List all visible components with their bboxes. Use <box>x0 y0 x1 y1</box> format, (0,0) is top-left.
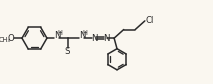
Text: CH₃: CH₃ <box>0 37 11 43</box>
Text: N: N <box>91 34 98 43</box>
Text: H: H <box>58 30 62 36</box>
Text: Cl: Cl <box>146 16 154 25</box>
Text: H: H <box>82 30 87 36</box>
Text: N: N <box>79 31 85 40</box>
Text: S: S <box>64 47 70 56</box>
Text: N: N <box>54 31 60 40</box>
Text: O: O <box>7 34 14 43</box>
Text: N: N <box>103 34 109 43</box>
